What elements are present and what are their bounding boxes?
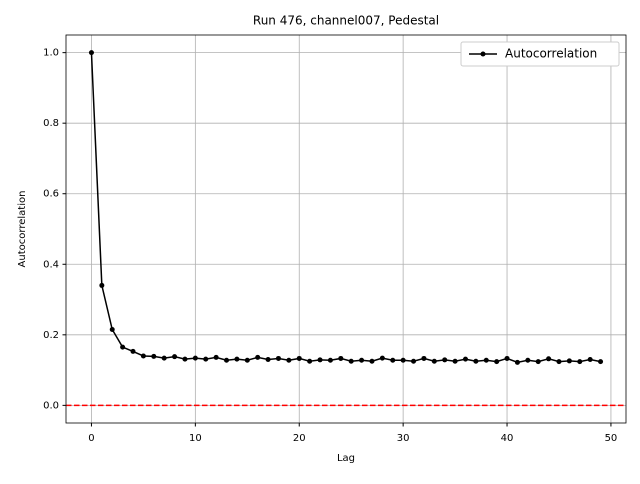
y-tick-label: 0.4 — [43, 259, 59, 270]
data-point — [431, 358, 437, 364]
data-point — [172, 354, 178, 360]
data-point — [327, 357, 333, 363]
data-point — [213, 354, 219, 360]
data-point — [161, 355, 167, 361]
x-tick-label: 0 — [88, 433, 94, 444]
data-point — [224, 357, 230, 363]
x-tick-label: 50 — [605, 433, 618, 444]
data-point — [234, 356, 240, 362]
data-point — [421, 355, 427, 361]
data-point — [192, 355, 198, 361]
data-point — [255, 354, 261, 360]
data-point — [462, 356, 468, 362]
data-point — [411, 358, 417, 364]
data-point — [151, 353, 157, 359]
data-point — [182, 356, 188, 362]
y-axis-label: Autocorrelation — [17, 191, 28, 268]
data-point — [379, 355, 385, 361]
y-tick-label: 1.0 — [43, 48, 59, 59]
x-tick-label: 10 — [189, 433, 202, 444]
data-point — [390, 357, 396, 363]
data-point — [359, 357, 365, 363]
data-point — [369, 358, 375, 364]
x-axis-label: Lag — [337, 453, 355, 464]
data-point — [275, 355, 281, 361]
legend-box — [460, 41, 620, 67]
data-point — [535, 359, 541, 365]
data-point — [577, 359, 583, 365]
y-tick-label: 0.0 — [43, 400, 59, 411]
data-point — [400, 357, 406, 363]
data-point — [587, 357, 593, 363]
data-point — [525, 357, 531, 363]
data-point — [494, 359, 500, 365]
data-point — [140, 353, 146, 359]
data-point — [483, 357, 489, 363]
data-point — [317, 357, 323, 363]
data-point — [109, 327, 115, 333]
data-point — [244, 357, 250, 363]
legend-label: Autocorrelation — [505, 47, 597, 61]
data-point — [338, 355, 344, 361]
y-tick-label: 0.8 — [43, 118, 59, 129]
data-point — [99, 282, 105, 288]
data-point — [556, 359, 562, 365]
data-point — [546, 356, 552, 362]
data-point — [504, 355, 510, 361]
x-tick-label: 40 — [501, 433, 514, 444]
data-point — [265, 357, 271, 363]
data-point — [203, 356, 209, 362]
data-point — [88, 50, 94, 56]
x-tick-label: 20 — [293, 433, 306, 444]
data-point — [120, 344, 126, 350]
data-point — [307, 358, 313, 364]
x-tick-label: 30 — [397, 433, 410, 444]
data-point — [452, 358, 458, 364]
plot-frame — [65, 34, 627, 424]
y-tick-label: 0.2 — [43, 330, 59, 341]
data-point — [598, 359, 604, 365]
data-point — [348, 358, 354, 364]
chart-title: Run 476, channel007, Pedestal — [253, 14, 439, 28]
data-point — [286, 357, 292, 363]
data-point — [442, 357, 448, 363]
data-point — [514, 359, 520, 365]
data-point — [130, 348, 136, 354]
legend-marker — [480, 51, 486, 57]
data-point — [473, 358, 479, 364]
data-point — [566, 358, 572, 364]
data-point — [296, 355, 302, 361]
y-tick-label: 0.6 — [43, 189, 59, 200]
